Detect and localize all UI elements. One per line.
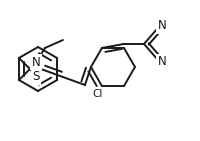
Text: N: N bbox=[157, 55, 165, 68]
Text: S: S bbox=[32, 70, 39, 83]
Text: Cl: Cl bbox=[92, 89, 103, 99]
Text: N: N bbox=[157, 19, 165, 32]
Text: N: N bbox=[31, 56, 40, 69]
